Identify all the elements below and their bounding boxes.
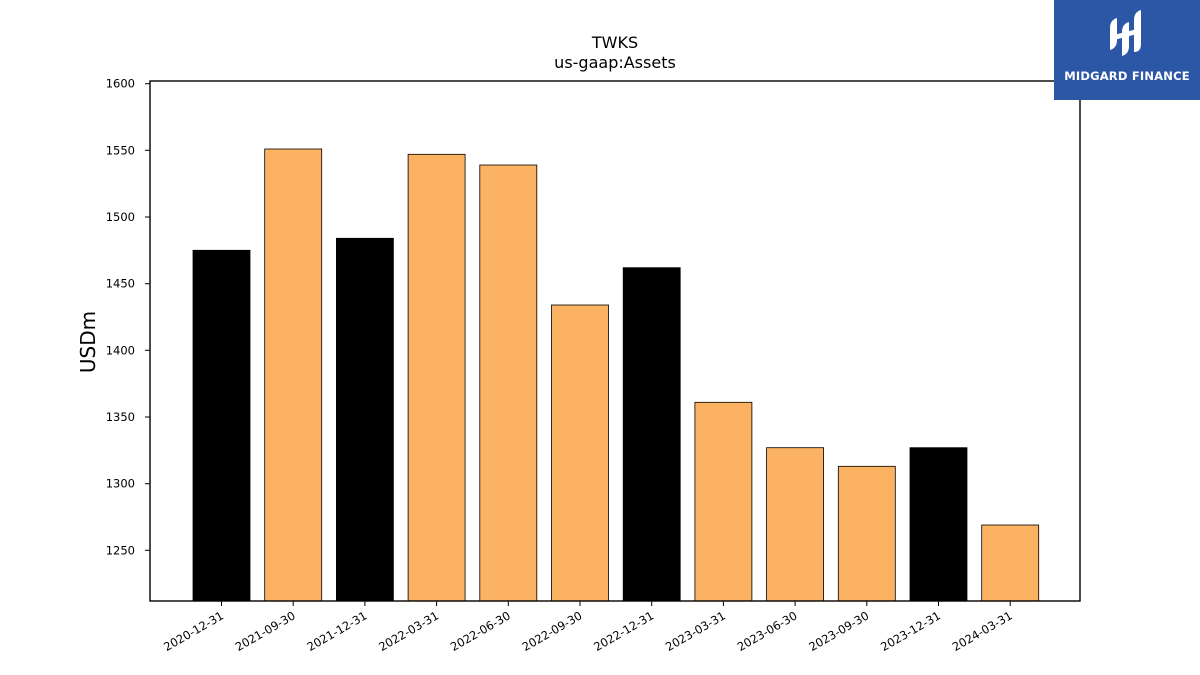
y-tick-label: 1450 — [106, 277, 135, 291]
bar-2020-12-31 — [192, 249, 251, 602]
bar-2023-03-31 — [694, 401, 753, 602]
bar-2021-12-31 — [335, 237, 394, 602]
x-tick-label: 2022-06-30 — [448, 608, 513, 654]
x-tick-label: 2023-12-31 — [878, 608, 943, 654]
bar-2023-09-30 — [837, 465, 896, 602]
x-tick-label: 2024-03-31 — [950, 608, 1015, 654]
bar-2021-09-30 — [264, 148, 323, 602]
bar-2022-12-31 — [622, 267, 681, 602]
bar-2022-06-30 — [479, 164, 538, 602]
x-tick-label: 2022-12-31 — [591, 608, 656, 654]
bar-2023-12-31 — [909, 447, 968, 602]
x-axis-ticks: 2020-12-31 2021-09-30 2021-12-31 2022-03-31… — [161, 601, 1015, 654]
bar-2022-09-30 — [551, 304, 609, 602]
logo-mark-icon — [1110, 10, 1141, 56]
y-tick-label: 1400 — [106, 343, 135, 357]
y-tick-label: 1600 — [106, 77, 135, 91]
y-tick-label: 1550 — [106, 143, 135, 157]
x-tick-label: 2022-09-30 — [520, 608, 585, 654]
y-tick-label: 1250 — [106, 543, 135, 557]
x-tick-label: 2021-09-30 — [233, 608, 298, 654]
x-tick-label: 2023-09-30 — [806, 608, 871, 654]
chart-title: TWKS — [591, 33, 638, 52]
x-tick-label: 2020-12-31 — [161, 608, 226, 654]
chart-subtitle: us-gaap:Assets — [554, 53, 676, 72]
x-tick-label: 2023-06-30 — [735, 608, 800, 654]
bar-2023-06-30 — [766, 447, 824, 602]
plot-frame — [149, 80, 1081, 602]
x-tick-label: 2023-03-31 — [663, 608, 728, 654]
logo-text: MIDGARD FINANCE — [1064, 69, 1190, 83]
y-tick-label: 1500 — [106, 210, 135, 224]
y-tick-label: 1350 — [106, 410, 135, 424]
y-axis-ticks: 1250 1300 1350 1400 1450 1500 1550 1600 — [106, 77, 150, 557]
x-tick-label: 2021-12-31 — [305, 608, 370, 654]
y-tick-label: 1300 — [106, 477, 135, 491]
y-axis-label: USDm — [76, 311, 100, 373]
bar-2022-03-31 — [407, 153, 466, 602]
bar-2024-03-31 — [981, 524, 1040, 602]
brand-logo: MIDGARD FINANCE — [1054, 0, 1200, 100]
x-tick-label: 2022-03-31 — [376, 608, 441, 654]
bars-group — [192, 148, 1040, 602]
